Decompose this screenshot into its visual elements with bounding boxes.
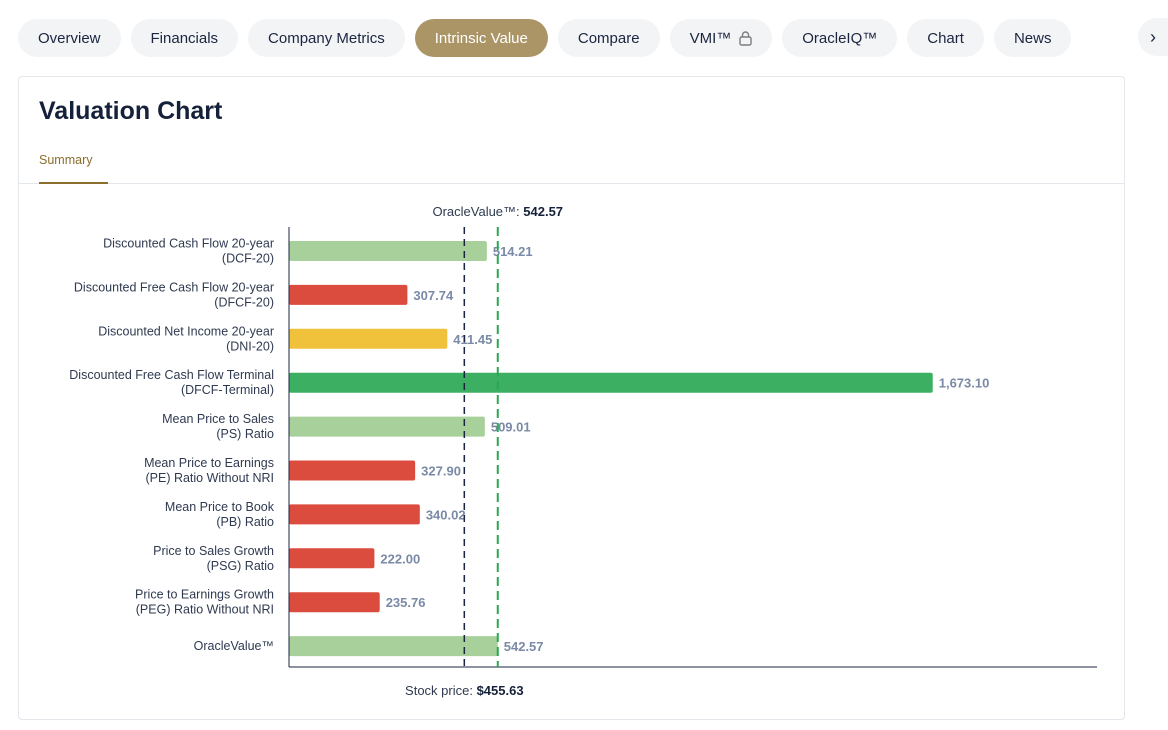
- sub-tab-bar: Summary: [19, 149, 1124, 184]
- tab-label: Intrinsic Value: [434, 29, 528, 47]
- stock-price-reference-label: Stock price: $455.63: [405, 683, 524, 698]
- tab-overview[interactable]: Overview: [18, 19, 121, 57]
- category-label: Mean Price to Sales: [162, 412, 274, 426]
- bar-value-label: 514.21: [493, 244, 533, 259]
- category-label: (DFCF-Terminal): [181, 383, 274, 397]
- bar-value-label: 1,673.10: [939, 376, 990, 391]
- tab-financials[interactable]: Financials: [130, 19, 239, 57]
- category-label: (DFCF-20): [214, 295, 274, 309]
- tab-chart[interactable]: Chart: [907, 19, 984, 57]
- category-label: (PB) Ratio: [216, 515, 274, 529]
- tab-intrinsic-value[interactable]: Intrinsic Value: [414, 19, 548, 57]
- valuation-chart: 514.21 Discounted Cash Flow 20-year (DCF-2…: [19, 77, 1126, 721]
- category-label: OracleValue™: [194, 639, 274, 653]
- category-label: Discounted Cash Flow 20-year: [103, 237, 274, 251]
- bar-value-label: 327.90: [421, 464, 461, 479]
- bar: [289, 504, 420, 525]
- tab-label: Financials: [150, 29, 219, 47]
- bar-value-label: 411.45: [453, 332, 492, 347]
- bar: [289, 372, 933, 393]
- tab-oracleiq[interactable]: OracleIQ™: [782, 19, 898, 57]
- category-label: Price to Earnings Growth: [135, 588, 274, 602]
- tab-company-metrics[interactable]: Company Metrics: [248, 19, 405, 57]
- bar-value-label: 307.74: [413, 288, 454, 303]
- bar: [289, 636, 498, 657]
- tab-label: Company Metrics: [268, 29, 385, 47]
- bar: [289, 241, 487, 261]
- tab-vmi[interactable]: VMI™: [669, 19, 773, 57]
- category-label: Discounted Free Cash Flow 20-year: [74, 280, 274, 294]
- category-label: Mean Price to Earnings: [144, 456, 274, 470]
- main-tab-bar: Overview Financials Company Metrics Intrins…: [18, 18, 1168, 58]
- category-label: (PE) Ratio Without NRI: [145, 471, 274, 485]
- bar: [289, 328, 448, 349]
- bar: [289, 592, 380, 613]
- tab-label: News: [1013, 29, 1052, 47]
- tab-label: OracleIQ™: [802, 29, 878, 47]
- lock-icon: [739, 30, 752, 46]
- tab-news[interactable]: News: [993, 19, 1072, 57]
- tab-label: Chart: [927, 29, 964, 47]
- category-label: (DNI-20): [226, 339, 274, 353]
- bar: [289, 548, 375, 569]
- chevron-right-icon[interactable]: ›: [1138, 18, 1168, 56]
- tab-compare[interactable]: Compare: [557, 19, 660, 57]
- oracle-value-reference-label: OracleValue™: 542.57: [432, 204, 563, 219]
- bar: [289, 284, 408, 305]
- category-label: Mean Price to Book: [165, 500, 275, 514]
- bar-value-label: 222.00: [380, 551, 420, 566]
- category-label: Discounted Net Income 20-year: [98, 324, 274, 338]
- tab-label: Overview: [38, 29, 101, 47]
- tab-summary[interactable]: Summary: [39, 153, 109, 184]
- valuation-chart-svg: 514.21 Discounted Cash Flow 20-year(DCF-2…: [69, 204, 1097, 698]
- valuation-card: Valuation Chart Summary 514.21 Discounted…: [18, 76, 1125, 720]
- bar-value-label: 542.57: [504, 639, 544, 654]
- page-title: Valuation Chart: [39, 97, 223, 125]
- bar: [289, 460, 416, 481]
- bar-value-label: 235.76: [386, 595, 426, 610]
- category-label: (PSG) Ratio: [207, 559, 274, 573]
- bar-value-label: 340.02: [426, 507, 466, 522]
- tab-label: Compare: [577, 29, 640, 47]
- bar: [289, 416, 485, 437]
- category-label: (PS) Ratio: [216, 427, 274, 441]
- category-label: (PEG) Ratio Without NRI: [136, 603, 274, 617]
- category-label: Price to Sales Growth: [153, 544, 274, 558]
- category-label: (DCF-20): [222, 252, 274, 266]
- tab-label: VMI™: [689, 29, 732, 47]
- category-label: Discounted Free Cash Flow Terminal: [69, 368, 274, 382]
- bar-value-label: 509.01: [491, 420, 531, 435]
